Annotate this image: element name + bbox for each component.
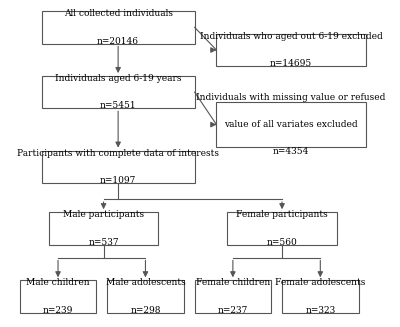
FancyBboxPatch shape bbox=[42, 150, 195, 183]
Text: Individuals with missing value or refused: Individuals with missing value or refuse… bbox=[196, 93, 386, 102]
Text: Male children: Male children bbox=[26, 278, 90, 287]
FancyBboxPatch shape bbox=[20, 280, 96, 313]
FancyBboxPatch shape bbox=[42, 76, 195, 108]
FancyBboxPatch shape bbox=[42, 11, 195, 43]
FancyBboxPatch shape bbox=[216, 102, 366, 147]
Text: Individuals who aged out 6-19 excluded: Individuals who aged out 6-19 excluded bbox=[200, 32, 382, 41]
Text: n=560: n=560 bbox=[267, 237, 298, 247]
Text: Female adolescents: Female adolescents bbox=[275, 278, 366, 287]
FancyBboxPatch shape bbox=[49, 212, 158, 245]
Text: n=239: n=239 bbox=[43, 306, 73, 315]
Text: Female children: Female children bbox=[196, 278, 270, 287]
Text: Individuals aged 6-19 years: Individuals aged 6-19 years bbox=[55, 74, 181, 83]
Text: All collected individuals: All collected individuals bbox=[64, 9, 173, 18]
Text: n=298: n=298 bbox=[130, 306, 161, 315]
Text: n=537: n=537 bbox=[88, 237, 119, 247]
FancyBboxPatch shape bbox=[282, 280, 358, 313]
Text: n=323: n=323 bbox=[305, 306, 336, 315]
FancyBboxPatch shape bbox=[107, 280, 184, 313]
FancyBboxPatch shape bbox=[216, 34, 366, 66]
Text: Male participants: Male participants bbox=[63, 210, 144, 219]
FancyBboxPatch shape bbox=[195, 280, 271, 313]
Text: Participants with complete data of interests: Participants with complete data of inter… bbox=[17, 148, 219, 158]
Text: n=5451: n=5451 bbox=[100, 101, 136, 111]
Text: n=4354: n=4354 bbox=[273, 147, 309, 157]
Text: n=1097: n=1097 bbox=[100, 176, 136, 185]
Text: Male adolescents: Male adolescents bbox=[106, 278, 185, 287]
Text: Female participants: Female participants bbox=[236, 210, 328, 219]
Text: n=237: n=237 bbox=[218, 306, 248, 315]
Text: n=14695: n=14695 bbox=[270, 59, 312, 68]
Text: n=20146: n=20146 bbox=[97, 37, 139, 45]
FancyBboxPatch shape bbox=[228, 212, 337, 245]
Text: value of all variates excluded: value of all variates excluded bbox=[224, 120, 358, 129]
